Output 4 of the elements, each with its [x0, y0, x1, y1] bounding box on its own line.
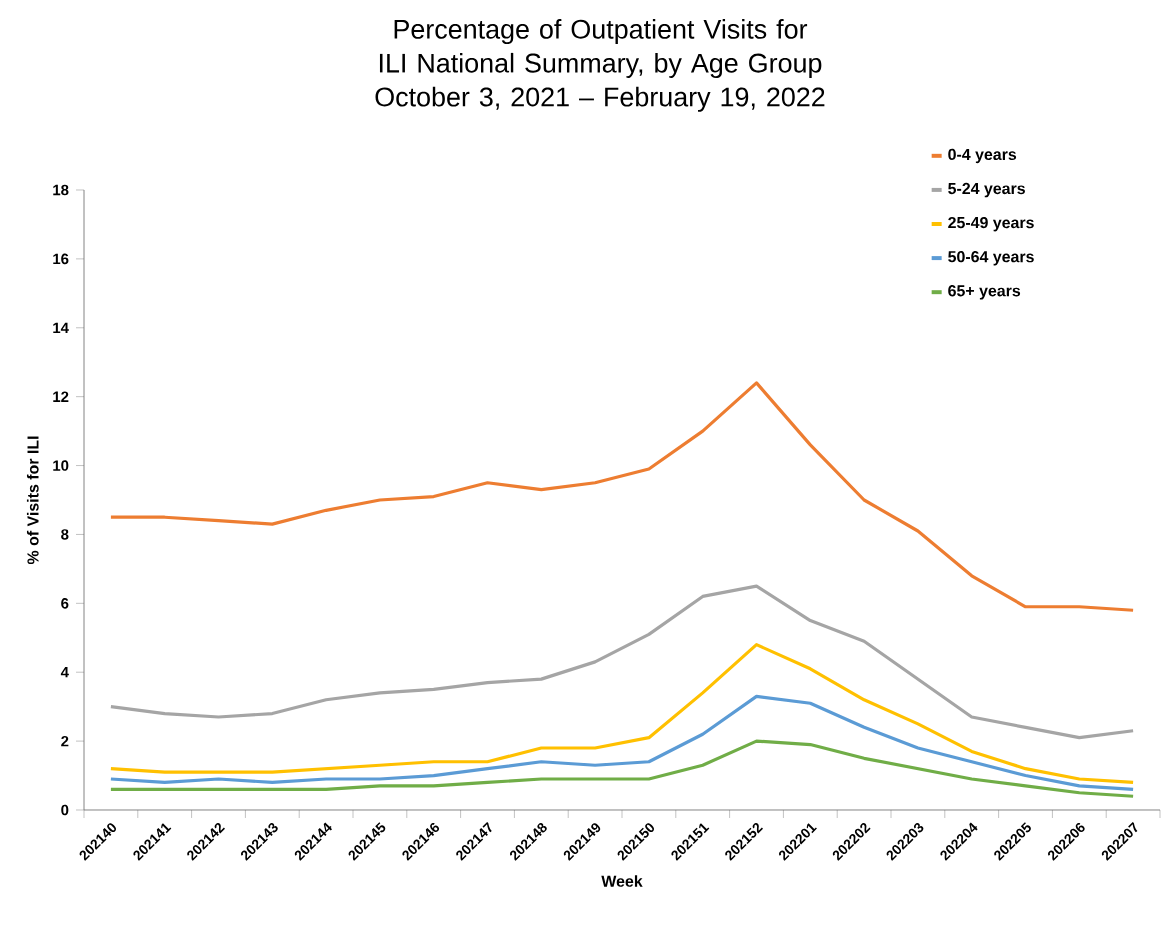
line-series	[109, 694, 1135, 791]
chart-subtitle: October 3, 2021 – February 19, 2022	[375, 86, 825, 112]
chart-title: Percentage of Outpatient Visits for ILI National Summary, by Age Group	[379, 19, 822, 78]
line-series	[109, 381, 1135, 612]
